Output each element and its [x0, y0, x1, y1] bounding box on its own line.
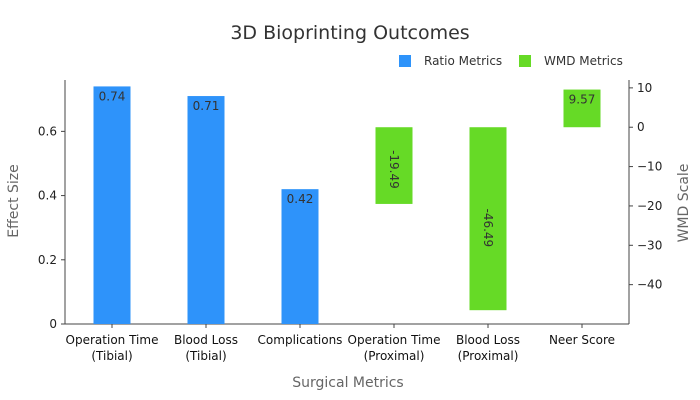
- bar: [469, 127, 507, 311]
- x-tick-label: (Tibial): [91, 349, 132, 363]
- y-tick-label: 0: [49, 317, 57, 331]
- data-label: -46.49: [481, 209, 495, 248]
- data-label: -19.49: [387, 150, 401, 189]
- x-tick-label: Blood Loss: [456, 333, 520, 347]
- y2-tick-label: −30: [637, 238, 662, 252]
- x-tick-label: (Proximal): [364, 349, 425, 363]
- y-tick-label: 0.6: [38, 124, 57, 138]
- bars: [93, 86, 601, 324]
- data-label: 0.74: [99, 89, 126, 103]
- bar: [281, 189, 319, 324]
- x-tick-label: Operation Time: [348, 333, 441, 347]
- y2-tick-label: 0: [637, 120, 645, 134]
- bar: [563, 89, 601, 128]
- y2-tick-label: 10: [637, 81, 652, 95]
- y2-tick-label: −10: [637, 160, 662, 174]
- legend-label: WMD Metrics: [544, 54, 623, 68]
- chart-title: 3D Bioprinting Outcomes: [230, 22, 469, 44]
- bar: [187, 96, 225, 324]
- y-tick-label: 0.4: [38, 189, 57, 203]
- y2-tick-label: −20: [637, 199, 662, 213]
- x-tick-label: Blood Loss: [174, 333, 238, 347]
- bar-labels: 0.74 0.71 0.42 -19.49 -46.49 9.57: [99, 89, 596, 247]
- legend-swatch: [519, 55, 531, 67]
- bar: [375, 127, 413, 204]
- x-axis-title: Surgical Metrics: [292, 375, 403, 391]
- data-label: 0.71: [193, 99, 220, 113]
- y2-axis-title: WMD Scale: [676, 164, 692, 243]
- bar: [93, 86, 131, 324]
- x-tick-label: (Tibial): [185, 349, 226, 363]
- x-tick-label: Operation Time: [66, 333, 159, 347]
- legend-label: Ratio Metrics: [424, 54, 502, 68]
- y-axis-title: Effect Size: [6, 164, 22, 237]
- data-label: 0.42: [287, 192, 314, 206]
- legend-swatch: [399, 55, 411, 67]
- legend: Ratio Metrics WMD Metrics: [399, 54, 623, 68]
- axes: 0 0.2 0.4 0.6 10 0 −10 −20 −30 −40 Operation Time (…: [38, 80, 662, 363]
- x-tick-label: Complications: [258, 333, 343, 347]
- x-tick-label: Neer Score: [549, 333, 615, 347]
- y2-tick-label: −40: [637, 278, 662, 292]
- x-tick-label: (Proximal): [458, 349, 519, 363]
- data-label: 9.57: [569, 93, 596, 107]
- y-tick-label: 0.2: [38, 253, 57, 267]
